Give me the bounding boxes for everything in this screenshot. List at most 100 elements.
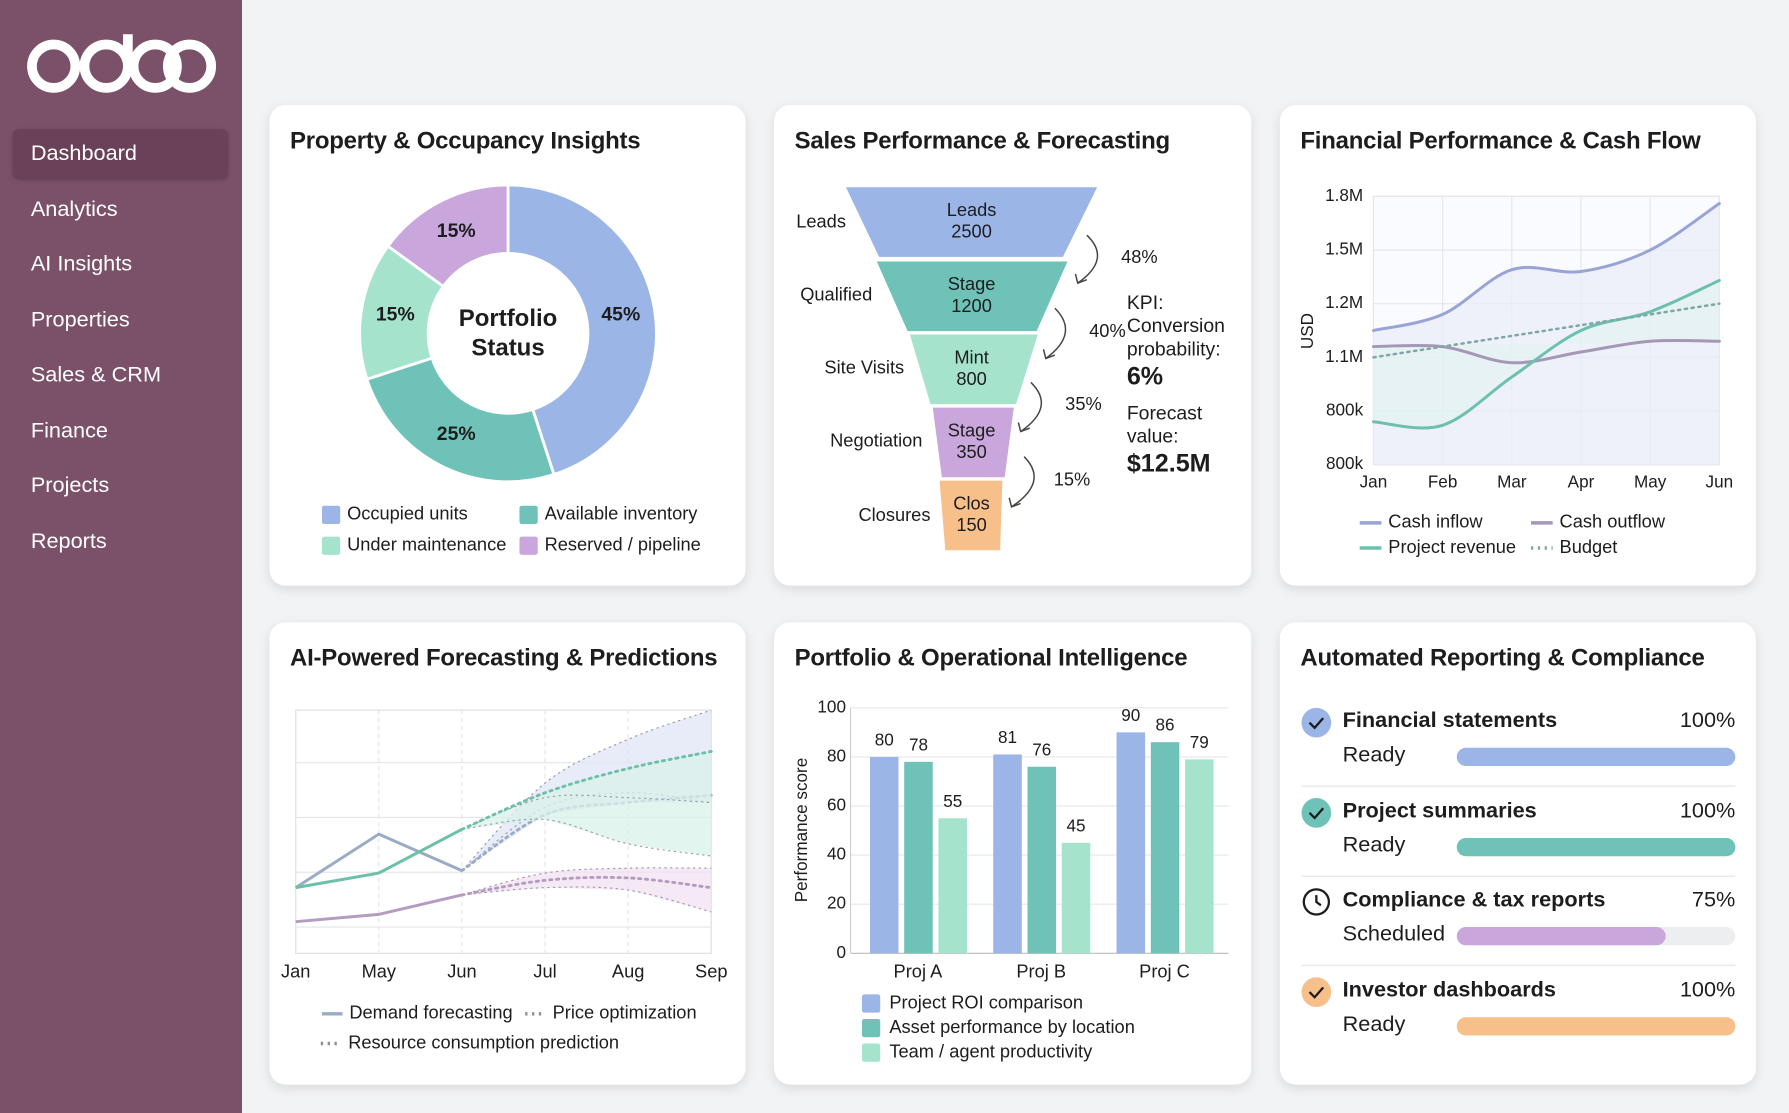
sidebar-item-sales-crm[interactable]: Sales & CRM — [30, 363, 162, 388]
report-percent: 100% — [1679, 798, 1736, 823]
card-title: Portfolio & Operational Intelligence — [794, 645, 1188, 672]
kpi-label: probability: — [1127, 339, 1221, 361]
bar — [1185, 759, 1214, 954]
odoo-logo[interactable] — [23, 27, 217, 100]
divider — [1301, 964, 1736, 966]
funnel-stage — [845, 187, 1098, 257]
forecast-label: Forecast — [1127, 403, 1203, 425]
donut-center-label: Status — [471, 335, 544, 362]
report-percent: 100% — [1679, 977, 1736, 1002]
bar — [938, 818, 967, 954]
bar-value-label: 79 — [1190, 733, 1209, 752]
report-percent: 75% — [1691, 888, 1736, 913]
funnel-stage — [876, 261, 1068, 332]
report-progress-fill — [1456, 1016, 1736, 1035]
conversion-rate: 35% — [1065, 393, 1102, 414]
x-tick-label: May — [1634, 472, 1667, 491]
sidebar-item-ai-insights[interactable]: AI Insights — [30, 252, 133, 277]
x-tick-label: Proj C — [1139, 961, 1190, 982]
sidebar-item-projects[interactable]: Projects — [30, 473, 110, 498]
bar-value-label: 80 — [875, 730, 894, 749]
conversion-rate: 15% — [1054, 468, 1091, 489]
bar — [1027, 766, 1057, 954]
legend-label: Price optimization — [553, 1002, 697, 1023]
slice-label: 45% — [601, 304, 640, 326]
legend-swatch — [321, 536, 341, 555]
sidebar: Dashboard Analytics AI Insights Properties S… — [0, 0, 243, 1113]
sidebar-item-properties[interactable]: Properties — [30, 307, 130, 332]
forecast-line — [460, 750, 713, 831]
funnel-stage-label: Clos — [953, 492, 990, 513]
funnel-row-label: Negotiation — [830, 430, 922, 451]
funnel-stage-label: Mint — [954, 346, 988, 367]
conversion-arrow — [1020, 381, 1043, 433]
forecast-label: value: — [1127, 425, 1179, 447]
y-tick-label: 1.2M — [1325, 293, 1363, 312]
sidebar-item-reports[interactable]: Reports — [30, 529, 107, 554]
y-tick-label: 0 — [836, 943, 846, 962]
report-title: Investor dashboards — [1342, 977, 1556, 1002]
x-tick-label: Jan — [1360, 472, 1388, 491]
donut-slice — [365, 356, 556, 484]
x-tick-label: Aug — [612, 961, 644, 982]
funnel-stage-value: 800 — [956, 368, 986, 389]
report-progress-bar — [1456, 1016, 1736, 1035]
sidebar-item-finance[interactable]: Finance — [30, 418, 109, 443]
series-line — [295, 827, 463, 890]
portfolio-donut-chart: 45% 25% 15% 15% Portfolio Status Occupied unit… — [321, 183, 701, 555]
slice-label: 15% — [437, 220, 476, 242]
y-tick-label: 80 — [827, 746, 846, 765]
bar-value-label: 86 — [1156, 716, 1175, 735]
sidebar-item-dashboard[interactable]: Dashboard — [12, 129, 229, 180]
legend-swatch — [861, 1043, 881, 1062]
legend-label: Asset performance by location — [889, 1016, 1134, 1037]
bar — [904, 761, 933, 954]
card-title: Financial Performance & Cash Flow — [1300, 127, 1701, 155]
bar-value-label: 90 — [1121, 706, 1140, 725]
conversion-arrow — [1077, 234, 1099, 284]
performance-bar-chart: 0 20 40 60 80 100 Performance score 80 78 55 Proj … — [792, 697, 1229, 1062]
y-tick-label: 1.8M — [1325, 186, 1363, 205]
legend-label: Budget — [1560, 536, 1618, 557]
funnel-stage — [932, 407, 1014, 478]
conversion-rate: 40% — [1089, 320, 1126, 341]
series-line — [1371, 202, 1721, 332]
sales-forecasting-card: Sales Performance & Forecasting Leads 250… — [774, 105, 1252, 586]
x-tick-label: Proj B — [1016, 961, 1066, 982]
financial-cashflow-card: Financial Performance & Cash Flow 1.8M 1.… — [1279, 105, 1756, 586]
report-status: Ready — [1342, 832, 1406, 857]
report-status: Ready — [1342, 743, 1406, 768]
divider — [1301, 875, 1736, 877]
arrowhead-icon — [1042, 349, 1056, 360]
conversion-arrow — [1011, 456, 1035, 508]
y-tick-label: 800k — [1326, 401, 1364, 420]
divider — [1301, 785, 1736, 787]
report-progress-fill — [1456, 927, 1666, 946]
y-tick-label: 40 — [827, 845, 846, 864]
legend-label: Demand forecasting — [349, 1002, 512, 1023]
forecast-bound — [461, 794, 712, 830]
report-title: Compliance & tax reports — [1342, 888, 1606, 913]
kpi-label: KPI: — [1127, 292, 1164, 314]
legend-label: Available inventory — [545, 503, 699, 524]
x-tick-label: Jan — [281, 961, 310, 982]
bar-value-label: 76 — [1032, 740, 1051, 759]
property-occupancy-card: Property & Occupancy Insights 45% 25% 15% 1… — [269, 105, 746, 586]
kpi-value: 6% — [1127, 363, 1163, 391]
donut-center-label: Portfolio — [459, 305, 558, 332]
series-line — [1371, 338, 1721, 365]
forecast-bound — [461, 867, 712, 896]
check-circle-icon — [1301, 797, 1332, 828]
funnel-stage-value: 2500 — [951, 221, 992, 242]
report-status: Ready — [1342, 1012, 1406, 1037]
conversion-arrow — [1045, 307, 1067, 360]
y-axis-label: USD — [1298, 313, 1317, 349]
arrowhead-icon — [1074, 273, 1088, 285]
ai-forecasting-card: AI-Powered Forecasting & Predictions Jan… — [269, 622, 746, 1085]
bar — [1061, 842, 1091, 954]
funnel-stage-value: 350 — [956, 441, 986, 462]
legend-label: Cash outflow — [1560, 511, 1666, 532]
slice-label: 15% — [376, 304, 415, 326]
sidebar-item-analytics[interactable]: Analytics — [30, 196, 118, 221]
arrowhead-icon — [1017, 422, 1031, 433]
